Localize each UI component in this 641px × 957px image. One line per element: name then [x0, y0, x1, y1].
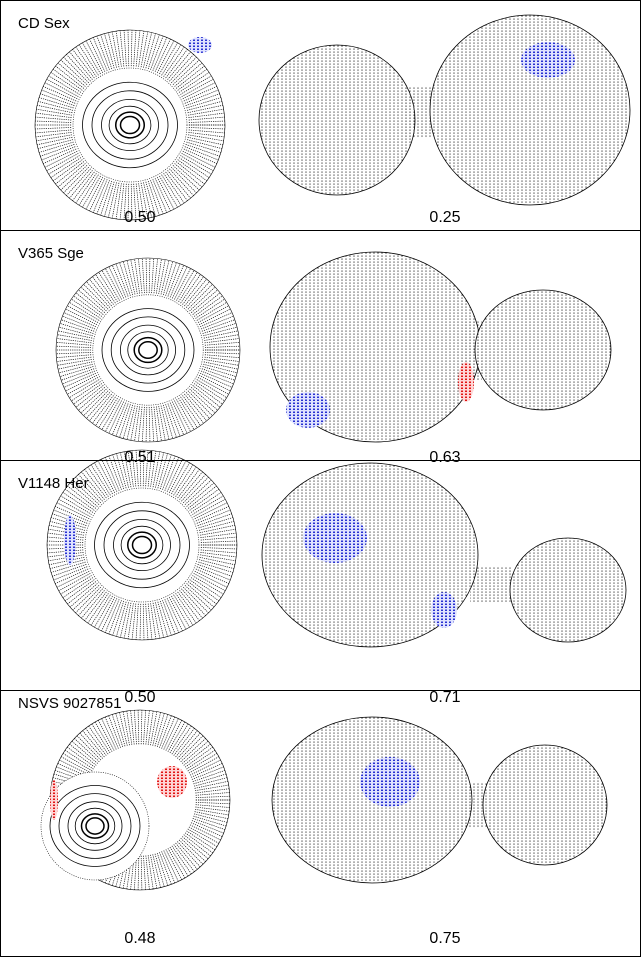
figure: CD Sex 0.50 0.25 V365 Sge 0.51 0.63 V1148 Her 0…: [0, 0, 641, 957]
latitude: [85, 488, 199, 602]
star-lobe-grid: [510, 538, 626, 642]
panel-title: NSVS 9027851: [18, 695, 121, 712]
phase-label: 0.71: [429, 689, 460, 706]
spot: [50, 780, 58, 820]
phase-label: 0.25: [429, 209, 460, 226]
spot: [64, 515, 76, 565]
panel-title: CD Sex: [18, 15, 70, 32]
spot: [286, 392, 330, 428]
spot: [360, 757, 420, 807]
phase-label: 0.51: [124, 449, 155, 466]
phase-label: 0.63: [429, 449, 460, 466]
panel-title: V1148 Her: [18, 475, 89, 492]
phase-label: 0.75: [429, 930, 460, 947]
star-lobe-grid: [475, 290, 611, 410]
spot: [431, 592, 457, 628]
star-lobe-grid: [483, 745, 607, 865]
star-lobe-grid: [430, 15, 630, 205]
phase-label: 0.50: [124, 689, 155, 706]
star-lobe-grid: [259, 45, 415, 195]
latitude: [93, 295, 203, 405]
spot: [157, 766, 187, 798]
latitude: [73, 68, 187, 182]
spot: [521, 42, 575, 78]
spot: [458, 362, 474, 402]
neck: [470, 567, 512, 603]
phase-label: 0.48: [124, 930, 155, 947]
phase-label: 0.50: [124, 209, 155, 226]
spot: [188, 37, 212, 53]
panel-title: V365 Sge: [18, 245, 84, 262]
spot: [303, 513, 367, 563]
